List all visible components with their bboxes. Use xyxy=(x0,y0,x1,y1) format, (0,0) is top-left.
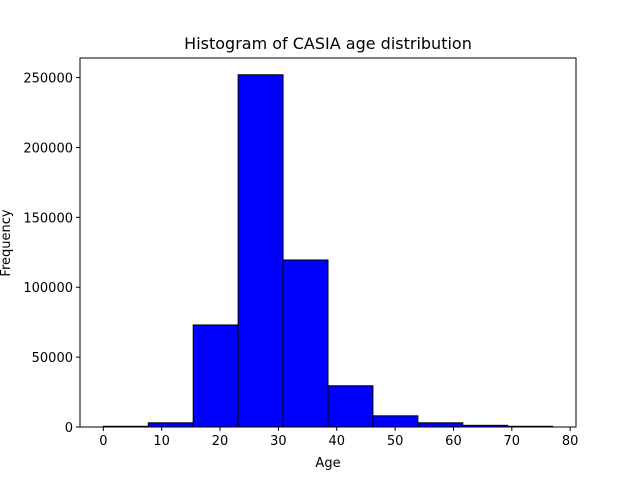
y-axis-label: Frequency xyxy=(0,209,14,276)
y-tick-label: 0 xyxy=(65,421,73,436)
x-axis-ticks: 0 10 20 30 40 50 60 70 80 xyxy=(99,427,578,449)
histogram-bar-7 xyxy=(372,415,419,428)
bars-group xyxy=(102,74,554,428)
y-tick-label: 200000 xyxy=(23,141,73,156)
x-tick-label: 80 xyxy=(562,434,579,449)
plot-frame xyxy=(79,57,577,428)
x-tick-label: 0 xyxy=(99,434,107,449)
histogram-bar-6 xyxy=(327,385,374,428)
histogram-bar-2 xyxy=(147,422,194,428)
histogram-bar-3 xyxy=(192,324,239,428)
x-tick-label: 10 xyxy=(153,434,170,449)
x-tick-label: 40 xyxy=(328,434,345,449)
y-tick-label: 150000 xyxy=(23,211,73,226)
x-tick-label: 30 xyxy=(270,434,287,449)
x-tick-label: 20 xyxy=(212,434,229,449)
chart-title: Histogram of CASIA age distribution xyxy=(184,34,472,53)
histogram-bar-4 xyxy=(237,74,284,428)
histogram-bar-8 xyxy=(417,422,464,428)
y-tick-label: 50000 xyxy=(32,351,73,366)
y-tick-label: 100000 xyxy=(23,281,73,296)
y-tick-label: 250000 xyxy=(23,72,73,87)
x-tick-label: 70 xyxy=(504,434,521,449)
x-tick-label: 50 xyxy=(387,434,404,449)
y-axis-ticks: 0 50000 100000 150000 200000 250000 xyxy=(23,72,80,436)
histogram-bar-5 xyxy=(282,259,329,428)
x-axis-label: Age xyxy=(315,456,340,471)
x-tick-label: 60 xyxy=(445,434,462,449)
